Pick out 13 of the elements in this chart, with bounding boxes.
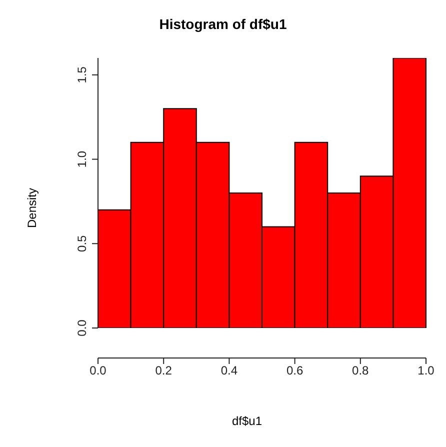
x-tick-label: 0.4	[220, 364, 238, 378]
y-tick-label: 1.5	[75, 66, 89, 84]
chart-title: Histogram of df$u1	[158, 16, 288, 32]
y-axis-title: Density	[25, 188, 40, 228]
x-tick-label: 0.6	[286, 364, 304, 378]
x-tick-label: 0.2	[155, 364, 172, 378]
y-tick-label: 1.0	[75, 150, 89, 168]
x-tick-label: 0.8	[352, 364, 370, 378]
y-tick-label: 0.5	[75, 234, 89, 252]
x-tick-label: 0.0	[90, 364, 107, 378]
y-tick-label: 0.0	[75, 319, 89, 336]
x-axis-title: df$u1	[230, 414, 264, 428]
x-tick-label: 1.0	[418, 364, 435, 378]
